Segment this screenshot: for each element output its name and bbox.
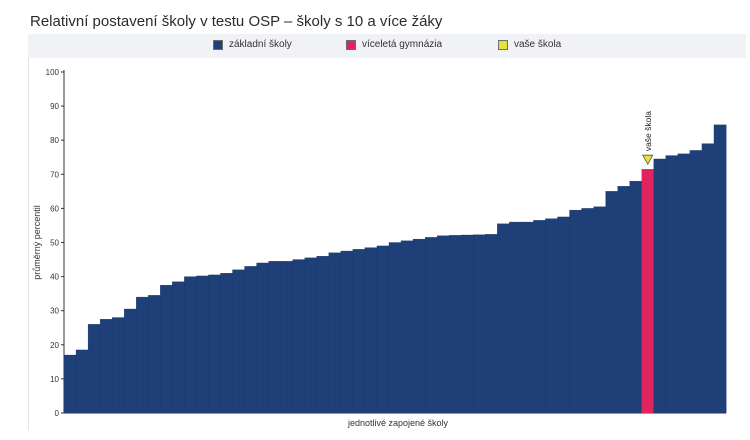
bar bbox=[280, 261, 294, 414]
legend-item-zakladni-skoly: základní školy bbox=[213, 39, 292, 50]
bar bbox=[485, 234, 498, 414]
bar bbox=[63, 354, 77, 414]
bar bbox=[244, 266, 258, 414]
bar bbox=[256, 262, 270, 414]
y-tick-label: 90 bbox=[50, 102, 59, 111]
bar bbox=[569, 209, 583, 414]
bar bbox=[653, 158, 667, 414]
bar bbox=[593, 206, 607, 414]
bar bbox=[148, 295, 161, 414]
y-tick-label: 60 bbox=[50, 204, 59, 213]
bar bbox=[701, 143, 715, 414]
bar bbox=[581, 208, 595, 414]
bar bbox=[521, 221, 534, 414]
bar bbox=[220, 273, 233, 414]
bar bbox=[75, 349, 89, 414]
legend-swatch-vicelata-gymnazia bbox=[346, 39, 356, 50]
bar bbox=[617, 186, 631, 414]
bar bbox=[388, 242, 402, 414]
legend-label-vase-skola: vaše škola bbox=[514, 39, 562, 50]
legend-label-zakladni-skoly: základní školy bbox=[229, 39, 292, 50]
bar bbox=[111, 317, 125, 414]
bar bbox=[545, 218, 558, 414]
bar bbox=[208, 274, 221, 414]
chart-title: Relativní postavení školy v testu OSP – … bbox=[30, 13, 443, 30]
bar bbox=[713, 124, 727, 414]
legend-swatch-zakladni-skoly bbox=[213, 39, 223, 50]
bar bbox=[136, 296, 149, 414]
y-axis-label: průměrný percentil bbox=[32, 205, 42, 280]
bar bbox=[497, 223, 510, 414]
bar bbox=[184, 276, 197, 414]
y-tick-label: 80 bbox=[50, 136, 59, 145]
y-tick-label: 30 bbox=[50, 307, 59, 316]
bar bbox=[629, 180, 643, 414]
x-axis-label: jednotlivé zapojené školy bbox=[347, 418, 449, 428]
bar bbox=[328, 252, 342, 414]
bar bbox=[124, 308, 137, 414]
bar bbox=[641, 169, 655, 414]
bar bbox=[557, 216, 570, 414]
bar bbox=[449, 235, 462, 414]
y-tick-label: 0 bbox=[55, 409, 60, 418]
bar bbox=[677, 153, 691, 414]
bar bbox=[665, 155, 679, 414]
bar bbox=[87, 324, 101, 414]
bar bbox=[533, 220, 546, 414]
bar bbox=[316, 255, 330, 414]
bar bbox=[461, 234, 474, 414]
bar bbox=[689, 150, 703, 414]
bar bbox=[172, 281, 185, 414]
y-tick-label: 100 bbox=[46, 68, 60, 77]
y-tick-label: 20 bbox=[50, 341, 59, 350]
bar bbox=[400, 240, 414, 414]
bar bbox=[268, 261, 282, 414]
bar bbox=[509, 221, 522, 414]
y-tick-label: 70 bbox=[50, 170, 59, 179]
bar bbox=[160, 284, 173, 414]
legend-item-vase-skola: vaše škola bbox=[498, 39, 561, 50]
your-school-annotation: vaše škola bbox=[643, 111, 653, 151]
bar bbox=[232, 269, 245, 414]
bar bbox=[292, 259, 306, 414]
bar bbox=[352, 249, 366, 414]
bar bbox=[412, 238, 426, 414]
y-tick-label: 50 bbox=[50, 239, 59, 248]
your-school-marker-icon bbox=[642, 154, 654, 166]
legend-label-vicelata-gymnazia: víceletá gymnázia bbox=[362, 39, 443, 50]
legend-swatch-vase-skola bbox=[498, 39, 508, 50]
bar bbox=[424, 237, 438, 414]
bar bbox=[99, 319, 113, 414]
bar bbox=[340, 250, 354, 414]
bar bbox=[364, 247, 378, 414]
legend-item-vicelata-gymnazia: víceletá gymnázia bbox=[346, 39, 442, 50]
bar bbox=[376, 245, 390, 414]
y-tick-label: 10 bbox=[50, 375, 59, 384]
chart-frame bbox=[28, 58, 747, 430]
legend: základní školy víceletá gymnázia vaše šk… bbox=[28, 34, 746, 58]
bar bbox=[605, 191, 619, 414]
bar bbox=[473, 234, 486, 414]
y-tick-label: 40 bbox=[50, 273, 59, 282]
bar bbox=[196, 275, 209, 414]
bar bbox=[436, 235, 450, 414]
bar bbox=[304, 257, 318, 414]
